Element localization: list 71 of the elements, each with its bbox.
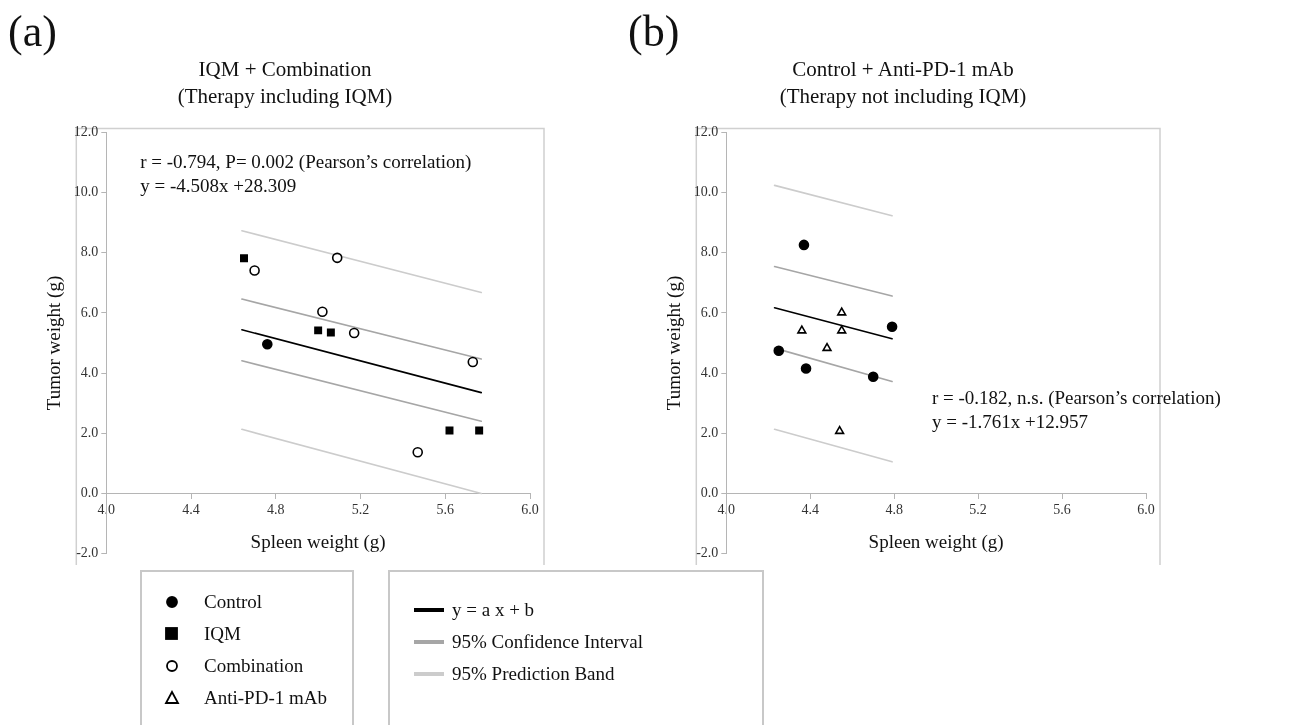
x-tick-label: 6.0: [521, 501, 539, 517]
point: [331, 252, 343, 264]
x-tick-label: 5.6: [436, 501, 455, 517]
point: [445, 426, 454, 435]
y-tick-label: 2.0: [700, 424, 719, 440]
point: [837, 325, 847, 334]
x-tick-label: 4.4: [182, 501, 200, 517]
point: [834, 425, 845, 435]
point: [797, 325, 807, 334]
legend-label: Control: [204, 591, 263, 613]
y-tick-label: 10.0: [73, 184, 99, 200]
x-tick-label: 4.0: [717, 501, 736, 517]
x-tick-label: 4.4: [801, 501, 819, 517]
y-tick-label: 8.0: [700, 244, 719, 260]
y-tick-label: 12.0: [73, 124, 99, 140]
x-axis-title: Spleen weight (g): [868, 530, 1004, 553]
y-tick-label: 12.0: [693, 124, 719, 140]
y-tick-label: 0.0: [80, 485, 99, 501]
point: [314, 326, 323, 335]
annotation: r = -0.794, P= 0.002 (Pearson’s correlation): [140, 150, 472, 173]
legend-label: Combination: [204, 655, 304, 677]
point: [798, 239, 810, 251]
y-tick-label: 0.0: [700, 485, 719, 501]
point: [886, 321, 898, 333]
chart-title: IQM + Combination: [198, 57, 372, 82]
y-tick-label: 6.0: [700, 304, 719, 320]
y-tick-label: 4.0: [700, 364, 719, 380]
y-tick-label: 2.0: [80, 424, 99, 440]
y-tick-label: -2.0: [696, 545, 719, 561]
annotation: r = -0.182, n.s. (Pearson’s correlation): [931, 386, 1221, 409]
legend-label: IQM: [204, 623, 241, 645]
legend-label: y = a x + b: [452, 599, 535, 621]
x-tick-label: 4.0: [97, 501, 116, 517]
text: (b): [628, 6, 680, 57]
x-tick-label: 5.2: [351, 501, 370, 517]
x-tick-label: 4.8: [885, 501, 903, 517]
legend-label: 95% Prediction Band: [452, 663, 615, 685]
point: [800, 363, 812, 374]
x-tick-label: 5.6: [1053, 501, 1071, 517]
point: [412, 446, 424, 458]
x-axis-title: Spleen weight (g): [250, 530, 386, 553]
point: [326, 328, 335, 337]
legend-label: 95% Confidence Interval: [452, 631, 643, 653]
x-tick-label: 6.0: [1137, 501, 1155, 517]
chart-subtitle: (Therapy including IQM): [177, 84, 393, 109]
point: [240, 254, 248, 263]
y-axis-title: Tumor weight (g): [43, 275, 66, 411]
point: [317, 306, 328, 318]
point: [475, 426, 484, 435]
y-tick-label: 4.0: [80, 364, 99, 380]
point: [262, 338, 273, 350]
annotation: y = -1.761x +12.957: [931, 410, 1088, 432]
point: [773, 345, 785, 357]
y-tick-label: 8.0: [80, 244, 99, 260]
chart-title: Control + Anti-PD-1 mAb: [792, 57, 1014, 82]
x-tick-label: 5.2: [969, 501, 987, 517]
point: [867, 371, 879, 382]
y-axis-title: Tumor weight (g): [663, 275, 686, 411]
point: [837, 307, 847, 316]
annotation: y = -4.508x +28.309: [140, 174, 297, 196]
text: Anti-PD-1 mAb: [204, 687, 327, 709]
point: [467, 356, 479, 368]
point: [348, 327, 360, 339]
text: (a): [8, 6, 57, 57]
chart-subtitle: (Therapy not including IQM): [779, 84, 1027, 109]
x-tick-label: 4.8: [267, 501, 285, 517]
y-tick-label: -2.0: [76, 545, 99, 561]
y-tick-label: 6.0: [80, 304, 99, 320]
point: [249, 265, 260, 276]
point: [822, 342, 832, 352]
y-tick-label: 10.0: [693, 184, 719, 200]
